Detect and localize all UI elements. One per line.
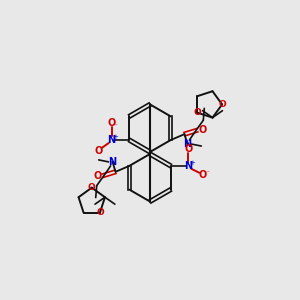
Text: N: N — [107, 135, 116, 145]
Text: N: N — [183, 139, 191, 149]
Text: ⁻: ⁻ — [113, 122, 118, 131]
Text: O: O — [198, 170, 206, 180]
Text: O: O — [94, 146, 103, 156]
Text: +: + — [112, 134, 118, 140]
Text: O: O — [218, 100, 226, 109]
Text: O: O — [96, 208, 104, 217]
Text: O: O — [107, 118, 116, 128]
Text: O: O — [94, 171, 102, 181]
Text: O: O — [88, 183, 96, 192]
Text: N: N — [109, 157, 117, 167]
Text: O: O — [198, 125, 206, 135]
Text: +: + — [190, 160, 195, 166]
Text: O: O — [193, 108, 201, 117]
Text: O: O — [184, 144, 193, 154]
Text: ⁻: ⁻ — [205, 168, 209, 177]
Text: N: N — [184, 161, 193, 171]
